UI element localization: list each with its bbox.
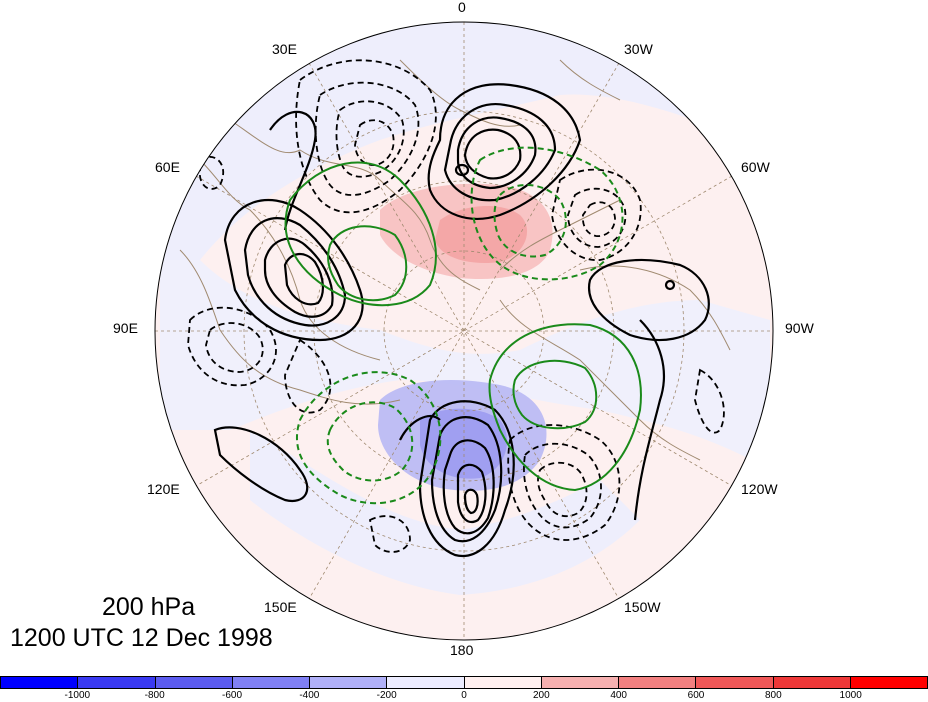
colorbar-cell [78, 677, 156, 688]
colorbar-tick-label: 400 [610, 690, 627, 701]
shade-light-blue-south [250, 430, 640, 595]
lon-label-150E: 150E [264, 599, 297, 615]
colorbar-cell [619, 677, 697, 688]
colorbar-cell [773, 677, 851, 688]
shade-blue-core [420, 408, 508, 479]
colorbar-tick-label: -600 [221, 690, 243, 701]
colorbar-cell [464, 677, 542, 688]
colorbar-tick-label: 800 [764, 690, 782, 701]
colorbar-tick-label: 600 [687, 690, 705, 701]
map-boundary [154, 21, 774, 641]
level-caption: 200 hPa [102, 593, 196, 621]
positive-contours [213, 83, 710, 557]
lon-label-60E: 60E [155, 159, 180, 175]
colorbar-tick-label: -400 [299, 690, 320, 701]
colorbar-cell [387, 677, 465, 688]
lon-label-90E: 90E [113, 320, 138, 336]
lon-label-0: 0 [458, 0, 466, 15]
colorbar-tick-label: -1000 [64, 690, 91, 701]
shade-light-blue-center [160, 260, 770, 470]
colorbar [0, 676, 928, 689]
colorbar-cell [1, 677, 79, 688]
colorbar-cell [155, 677, 233, 688]
coastlines [179, 59, 731, 461]
colorbar-cell [310, 677, 388, 688]
lon-label-120E: 120E [147, 481, 180, 497]
lon-label-30E: 30E [272, 41, 297, 57]
shade-red-core [435, 205, 528, 264]
lon-label-90W: 90W [785, 320, 814, 336]
colorbar-tick-label: -200 [376, 690, 397, 701]
time-caption: 1200 UTC 12 Dec 1998 [10, 624, 273, 652]
green-contours [284, 161, 642, 492]
lon-label-180: 180 [450, 642, 474, 658]
colorbar-cell [232, 677, 310, 688]
negative-contours [187, 59, 725, 553]
colorbar-cell [541, 677, 619, 688]
lon-label-30W: 30W [624, 41, 653, 57]
colorbar-tick-label: 1000 [839, 690, 862, 701]
colorbar-cell [696, 677, 774, 688]
shade-light-blue-north [160, 22, 770, 260]
lon-label-60W: 60W [741, 159, 770, 175]
colorbar-tick-label: -800 [144, 690, 165, 701]
lon-label-150W: 150W [624, 599, 661, 615]
colorbar-tick-label: 0 [461, 690, 467, 701]
green-dashed-contours [295, 146, 624, 505]
lon-label-120W: 120W [741, 481, 778, 497]
colorbar-cell [850, 677, 927, 688]
colorbar-tick-label: 200 [532, 690, 550, 701]
